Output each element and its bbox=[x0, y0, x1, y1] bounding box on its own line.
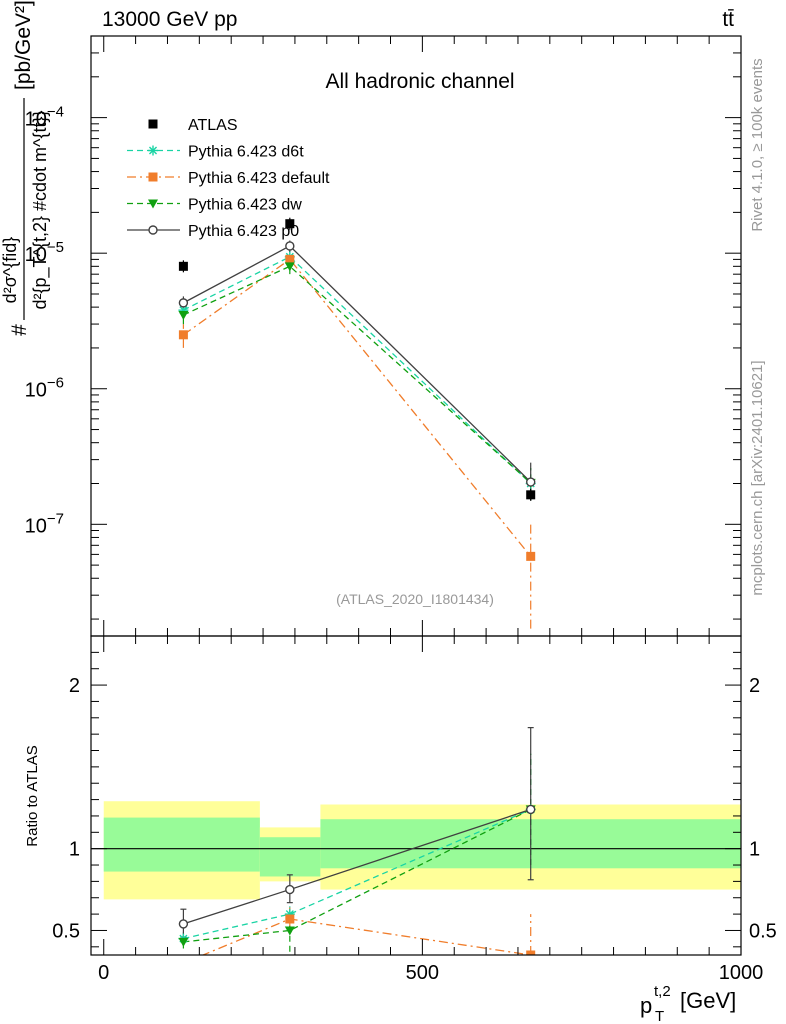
header-right: tt̄ bbox=[722, 8, 734, 31]
legend-marker-dw bbox=[148, 199, 158, 209]
main-title: All hadronic channel bbox=[325, 70, 514, 93]
ratio-point-p0 bbox=[526, 804, 536, 815]
ratio-point-default bbox=[526, 950, 536, 955]
ratio-ylabel: Ratio to ATLAS bbox=[24, 745, 41, 846]
main-ytick-label: 10−7 bbox=[25, 510, 64, 537]
legend-marker-d6t bbox=[148, 145, 158, 156]
rivet-credit: Rivet 4.1.0, ≥ 100k events bbox=[749, 58, 766, 231]
main-point-default bbox=[526, 551, 536, 561]
header-left: 13000 GeV pp bbox=[102, 8, 237, 31]
x-axis-label-sup: t,2 bbox=[654, 983, 671, 1000]
ratio-ytick-label-right: 1 bbox=[749, 839, 760, 861]
ratio-point-dw bbox=[178, 937, 189, 947]
legend-label-p0: Pythia 6.423 p0 bbox=[188, 223, 299, 240]
main-point-default bbox=[285, 254, 295, 264]
main-point-atlas bbox=[526, 490, 536, 500]
ratio-xtick-label: 0 bbox=[98, 962, 109, 984]
x-axis-label-p: p bbox=[640, 993, 652, 1018]
legend-label-dw: Pythia 6.423 dw bbox=[188, 197, 302, 214]
analysis-tag: (ATLAS_2020_I1801434) bbox=[336, 591, 494, 607]
ratio-xtick-label: 1000 bbox=[719, 962, 764, 984]
main-point-p0 bbox=[285, 241, 295, 251]
ratio-band-inner bbox=[103, 817, 260, 872]
legend-marker-p0 bbox=[148, 225, 158, 235]
main-line-dw bbox=[183, 265, 532, 484]
ratio-point-dw bbox=[284, 926, 295, 936]
main-line-p0 bbox=[183, 245, 532, 483]
ratio-xtick-label: 500 bbox=[406, 962, 439, 984]
ratio-line-dw bbox=[183, 808, 531, 943]
legend-label-atlas: ATLAS bbox=[188, 117, 238, 134]
x-axis-label-sub: T bbox=[655, 1008, 664, 1024]
main-ytick-label: 10−5 bbox=[25, 239, 64, 266]
legend: ATLAS Pythia 6.423 d6t Pythia 6.423 defaul… bbox=[127, 117, 330, 240]
ratio-ytick-label-right: 0.5 bbox=[749, 920, 777, 942]
ratio-panel: 0.5 0.5 1 1 2 2 0 500 1000 Ratio to ATLAS bbox=[24, 635, 777, 984]
legend-label-d6t: Pythia 6.423 d6t bbox=[188, 144, 304, 161]
x-axis-label: p T t,2 [GeV] bbox=[640, 983, 736, 1024]
main-point-dw bbox=[178, 310, 189, 320]
x-axis-label-unit: [GeV] bbox=[680, 988, 736, 1013]
main-ylabel-numerator: d²σ^{fid} bbox=[0, 237, 20, 304]
main-ylabel-unit: [pb/GeV²] bbox=[12, 0, 35, 90]
ratio-band-inner bbox=[259, 837, 321, 877]
main-point-default bbox=[178, 330, 188, 340]
main-point-dw bbox=[284, 262, 295, 272]
main-ylabel-hash: # bbox=[8, 324, 31, 336]
legend-marker-default bbox=[148, 172, 158, 182]
ratio-ytick-label: 0.5 bbox=[52, 920, 80, 942]
main-ytick-label: 10−6 bbox=[25, 375, 64, 402]
main-point-p0 bbox=[526, 477, 536, 487]
mcplots-credit: mcplots.cern.ch [arXiv:2401.10621] bbox=[749, 360, 766, 595]
main-ytick-label: 10−4 bbox=[25, 104, 64, 131]
ratio-point-p0 bbox=[178, 919, 189, 929]
legend-marker-atlas bbox=[148, 119, 158, 129]
ratio-line-d6t bbox=[183, 808, 531, 940]
main-ylabel: # d²σ^{fid} d²{p_T^{t,2} #cdot m^{tt}} [… bbox=[0, 0, 51, 336]
main-line-d6t bbox=[183, 256, 532, 484]
ratio-line-default bbox=[201, 918, 531, 955]
ratio-ytick-label-right: 2 bbox=[749, 675, 760, 697]
main-line-default bbox=[183, 258, 532, 557]
ratio-ytick-label: 2 bbox=[69, 675, 80, 697]
ratio-point-default bbox=[285, 914, 295, 924]
ratio-point-p0 bbox=[285, 884, 295, 895]
main-panel: 10−7 10−6 10−5 10−4 All hadronic channel (A… bbox=[25, 35, 742, 637]
ratio-frame bbox=[90, 635, 742, 956]
ratio-ytick-label: 1 bbox=[69, 839, 80, 861]
main-ylabel-denominator: d²{p_T^{t,2} #cdot m^{tt}} bbox=[30, 110, 51, 309]
legend-label-default: Pythia 6.423 default bbox=[188, 170, 330, 187]
ratio-point-default bbox=[179, 959, 188, 968]
main-point-atlas bbox=[178, 261, 188, 271]
main-point-atlas bbox=[285, 219, 295, 229]
main-point-p0 bbox=[178, 298, 189, 308]
